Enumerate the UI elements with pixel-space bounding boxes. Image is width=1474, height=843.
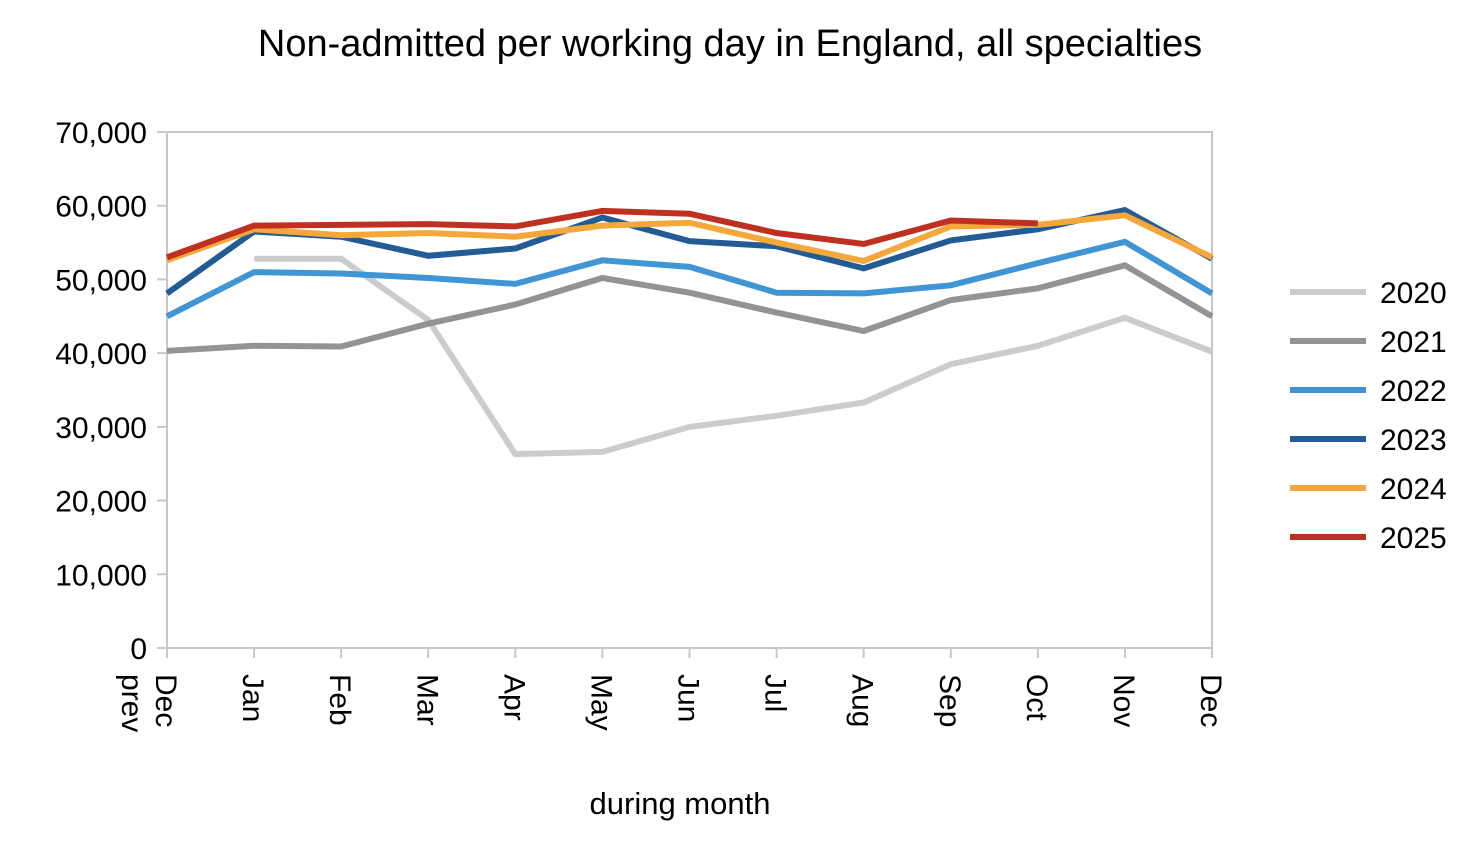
series-line-2025	[165, 207, 1038, 261]
legend-label: 2020	[1380, 277, 1447, 310]
y-axis: 0 10,000 20,000 30,000 40,000 50,000 60,000 70,…	[55, 117, 167, 666]
series-group	[165, 206, 1214, 458]
x-tick-label-line: Dec	[149, 674, 182, 727]
legend-label: 2025	[1380, 522, 1447, 555]
y-tick-label: 40,000	[55, 338, 147, 371]
x-axis-label: during month	[590, 786, 771, 821]
y-tick-label: 0	[130, 633, 147, 666]
y-tick-label: 10,000	[55, 559, 147, 592]
series-line-2020	[254, 255, 1214, 458]
x-tick-label: Jul	[759, 674, 792, 712]
y-tick-label: 30,000	[55, 412, 147, 445]
y-tick-label: 50,000	[55, 264, 147, 297]
x-tick-label: Decprev	[115, 674, 182, 732]
x-tick-label: Aug	[846, 674, 879, 727]
y-tick-label: 20,000	[55, 486, 147, 519]
series-line-2024	[165, 212, 1214, 265]
x-axis: Decprev Jan Feb Mar Apr May Jun Jul Aug Sep Oct Nov…	[115, 648, 1227, 732]
x-tick-label: Jan	[236, 674, 269, 722]
x-tick-label: Sep	[933, 674, 966, 727]
x-tick-label: Jun	[672, 674, 705, 722]
y-tick-label: 70,000	[55, 117, 147, 150]
chart-title: Non-admitted per working day in England,…	[258, 23, 1202, 65]
x-tick-label: Apr	[497, 674, 530, 721]
legend-label: 2023	[1380, 424, 1447, 457]
legend-label: 2021	[1380, 326, 1447, 359]
x-tick-label: Feb	[323, 674, 356, 726]
x-tick-label: Oct	[1020, 674, 1053, 721]
y-tick-label: 60,000	[55, 191, 147, 224]
series-line-2021	[166, 262, 1214, 354]
x-tick-label-line: prev	[115, 674, 148, 732]
legend: 2020 2021 2022 2023 2024 2025	[1290, 277, 1447, 555]
legend-label: 2024	[1380, 473, 1447, 506]
x-tick-label: Dec	[1194, 674, 1227, 727]
series-line-2022	[165, 238, 1214, 319]
x-tick-label: Nov	[1107, 674, 1140, 727]
plot-area	[166, 131, 1213, 649]
x-tick-label: Mar	[410, 674, 443, 726]
x-tick-label: May	[584, 674, 617, 731]
legend-label: 2022	[1380, 375, 1447, 408]
